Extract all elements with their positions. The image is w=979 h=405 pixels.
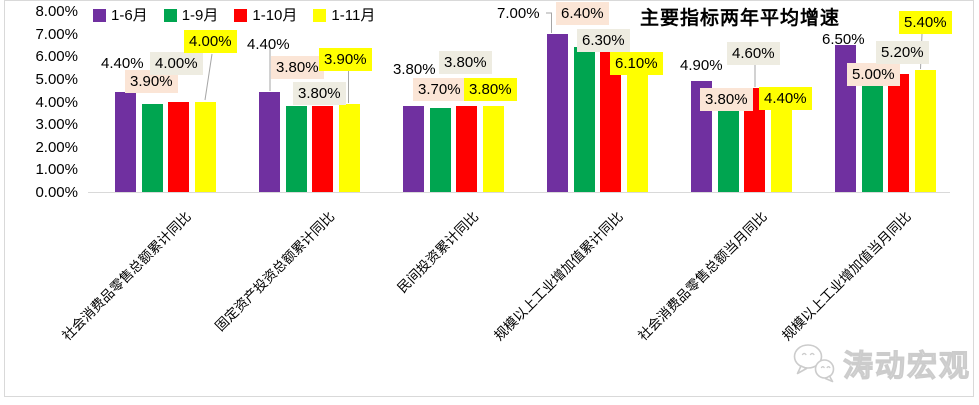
- data-label-1-10月-cat1: 4.00%: [150, 52, 203, 75]
- bar-1-11月-cat6: [914, 69, 936, 192]
- data-label-1-6月-cat5: 4.90%: [680, 57, 723, 74]
- y-axis-tick: 5.00%: [35, 70, 78, 88]
- x-axis-line: [88, 192, 950, 193]
- bar-1-6月-cat4: [547, 33, 568, 192]
- legend-label: 1-11月: [331, 7, 376, 24]
- data-label-1-9月-cat3: 3.70%: [413, 78, 466, 101]
- bar-1-10月-cat3: [456, 106, 477, 192]
- data-label-1-10月-cat6: 5.20%: [876, 41, 929, 64]
- data-label-1-6月-cat3: 3.80%: [393, 61, 436, 78]
- y-axis-tick: 6.00%: [35, 48, 78, 66]
- y-axis-tick: 8.00%: [35, 3, 78, 20]
- bar-1-10月-cat4: [600, 49, 621, 192]
- label-leader-line: [204, 53, 213, 101]
- y-axis-tick: 3.00%: [35, 116, 78, 134]
- data-label-1-10月-cat4: 6.30%: [577, 29, 630, 52]
- watermark-text: 涛动宏观: [843, 350, 971, 384]
- x-axis-label-cat2: 固定资产投资总额累计同比: [212, 208, 338, 334]
- data-label-1-9月-cat5: 3.80%: [700, 88, 753, 111]
- bar-1-10月-cat1: [168, 101, 189, 192]
- legend-label: 1-10月: [252, 7, 298, 24]
- watermark: 涛动宏观: [791, 341, 971, 385]
- legend-item-1-6月: 1-6月: [93, 7, 148, 24]
- x-axis-label-cat5: 社会消费品零售总额当月同比: [634, 208, 770, 344]
- data-label-1-9月-cat6: 5.00%: [847, 63, 900, 86]
- data-label-1-9月-cat2: 3.80%: [271, 56, 324, 79]
- data-label-1-10月-cat5: 4.60%: [727, 42, 780, 65]
- data-label-1-9月-cat4: 6.40%: [556, 2, 609, 25]
- bar-1-6月-cat2: [259, 92, 280, 192]
- legend-item-1-10月: 1-10月: [234, 7, 297, 24]
- bar-1-10月-cat2: [312, 106, 333, 192]
- legend-swatch: [313, 9, 327, 22]
- bar-1-11月-cat4: [626, 53, 648, 192]
- data-label-1-6月-cat1: 4.40%: [101, 55, 144, 72]
- y-axis-tick: 0.00%: [35, 184, 78, 201]
- data-label-1-6月-cat6: 6.50%: [822, 31, 865, 48]
- legend-item-1-11月: 1-11月: [313, 7, 375, 24]
- legend-swatch: [163, 9, 177, 22]
- bar-1-9月-cat1: [141, 103, 163, 192]
- bar-1-11月-cat3: [482, 106, 504, 192]
- legend-item-1-9月: 1-9月: [163, 7, 219, 24]
- bar-1-6月-cat1: [115, 92, 136, 192]
- legend-label: 1-9月: [181, 7, 219, 24]
- x-axis-label-cat1: 社会消费品零售总额累计同比: [58, 208, 194, 344]
- data-label-1-11月-cat5: 4.40%: [759, 87, 812, 110]
- legend: 1-6月 1-9月 1-10月 1-11月: [93, 7, 375, 24]
- data-label-1-11月-cat1: 4.00%: [184, 30, 237, 53]
- legend-swatch: [93, 9, 106, 22]
- y-axis-tick: 7.00%: [35, 25, 78, 43]
- y-axis-tick: 2.00%: [35, 138, 78, 156]
- data-label-1-6月-cat2: 4.40%: [247, 36, 290, 53]
- wechat-icon: [793, 344, 835, 383]
- y-axis-tick: 1.00%: [35, 161, 78, 179]
- bar-1-10月-cat6: [888, 74, 909, 192]
- data-label-1-9月-cat1: 3.90%: [125, 70, 178, 93]
- data-label-1-10月-cat3: 3.80%: [439, 51, 492, 74]
- data-label-1-11月-cat2: 3.90%: [319, 48, 372, 71]
- bar-1-9月-cat4: [573, 47, 595, 192]
- bar-1-10月-cat5: [744, 87, 765, 192]
- bar-1-9月-cat3: [429, 108, 451, 192]
- data-label-1-11月-cat3: 3.80%: [464, 78, 517, 101]
- legend-label: 1-6月: [111, 7, 148, 24]
- x-axis-label-cat6: 规模以上工业增加值当月同比: [778, 208, 914, 344]
- bar-1-11月-cat2: [338, 103, 360, 192]
- bar-1-9月-cat5: [717, 106, 739, 192]
- legend-swatch: [234, 9, 248, 22]
- data-label-1-11月-cat6: 5.40%: [899, 11, 952, 34]
- data-label-1-11月-cat4: 6.10%: [610, 52, 663, 75]
- data-label-1-6月-cat4: 7.00%: [497, 5, 540, 22]
- bar-1-9月-cat6: [861, 78, 883, 192]
- chart-title: 主要指标两年平均增速: [640, 8, 841, 29]
- x-axis-label-cat4: 规模以上工业增加值累计同比: [490, 208, 626, 344]
- label-leader-line: [546, 12, 552, 33]
- bar-1-11月-cat5: [770, 92, 792, 192]
- data-label-1-10月-cat2: 3.80%: [293, 82, 346, 105]
- y-axis-tick: 4.00%: [35, 93, 78, 111]
- bar-1-11月-cat1: [194, 101, 216, 192]
- x-axis-label-cat3: 民间投资累计同比: [394, 208, 482, 296]
- bar-1-6月-cat3: [403, 106, 424, 192]
- bar-1-9月-cat2: [285, 106, 307, 192]
